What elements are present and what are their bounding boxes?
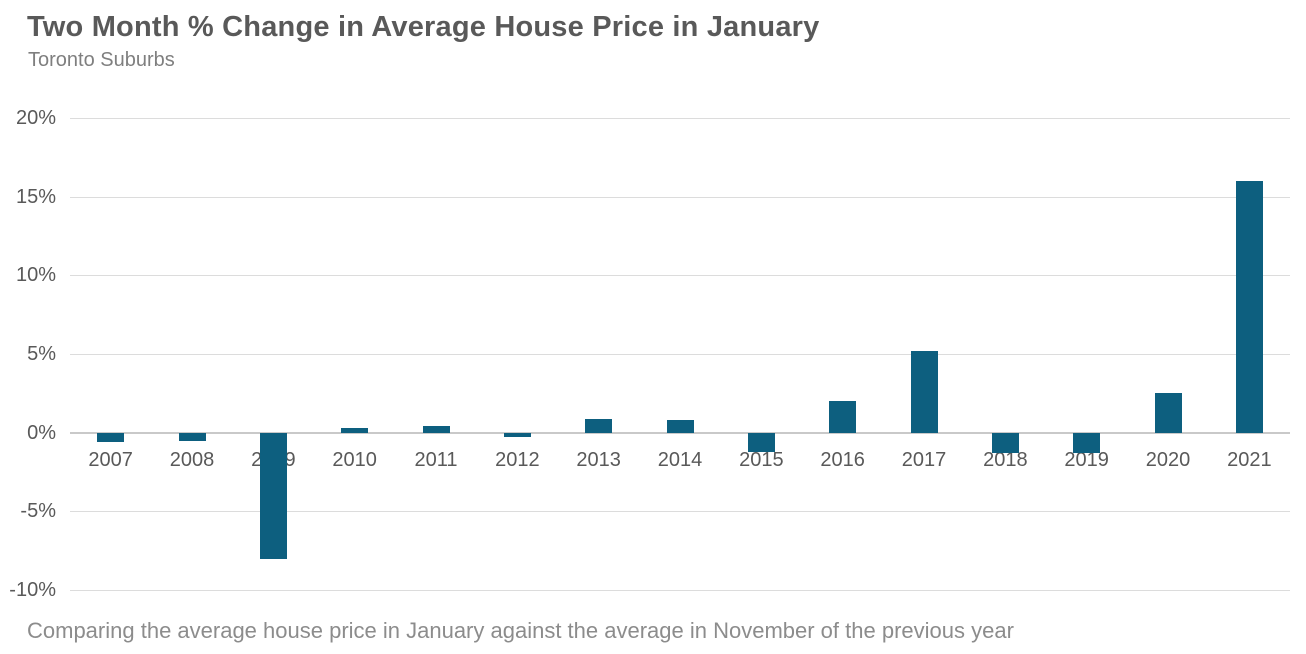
bar-2021 [1235, 180, 1263, 433]
chart-subtitle: Toronto Suburbs [28, 49, 175, 71]
x-tick-label: 2012 [495, 448, 540, 471]
bar-2014 [666, 420, 694, 433]
bar-2016 [829, 401, 857, 433]
x-tick-label: 2014 [657, 448, 703, 471]
y-tick-label: 15% [15, 185, 56, 208]
bar-2019 [1073, 432, 1101, 454]
y-tick-label: 20% [15, 107, 56, 129]
y-tick-label: -10% [9, 579, 56, 601]
bar-2007 [97, 432, 125, 443]
y-tick-label: 10% [15, 264, 56, 287]
plot-area: 2007200820092010201120122013201420152016… [70, 118, 1290, 591]
x-tick-label: 2013 [576, 448, 621, 471]
bar-2020 [1154, 393, 1182, 433]
bar-2017 [910, 350, 938, 433]
chart-title: Two Month % Change in Average House Pric… [27, 11, 820, 43]
bar-2011 [422, 426, 450, 433]
bar-2012 [503, 432, 531, 438]
bar-2015 [747, 432, 775, 452]
x-tick-label: 2020 [1145, 448, 1191, 471]
bar-2008 [178, 432, 206, 441]
x-tick-label: 2010 [332, 448, 377, 471]
y-tick-label: 5% [27, 343, 56, 365]
y-tick-label: -5% [20, 500, 56, 523]
gridline [70, 275, 1290, 277]
zero-axis-line [70, 431, 1290, 434]
bar-2009 [259, 432, 287, 559]
x-tick-label: 2021 [1227, 448, 1272, 471]
x-tick-label: 2007 [88, 448, 133, 471]
chart-caption: Comparing the average house price in Jan… [27, 618, 1014, 643]
gridline [70, 511, 1290, 513]
gridline [70, 118, 1290, 119]
x-tick-label: 2015 [739, 448, 784, 471]
bar-2013 [585, 418, 613, 433]
x-tick-label: 2019 [1064, 448, 1109, 471]
gridline [70, 590, 1290, 591]
gridline [70, 196, 1290, 198]
x-tick-label: 2011 [414, 448, 458, 471]
x-tick-label: 2008 [169, 448, 215, 471]
x-tick-label: 2016 [820, 448, 865, 471]
bar-2010 [341, 427, 369, 433]
x-tick-label: 2018 [983, 448, 1028, 471]
gridline [70, 354, 1290, 355]
y-tick-label: 0% [27, 421, 56, 444]
x-tick-label: 2017 [901, 448, 947, 471]
bar-2018 [991, 432, 1019, 454]
